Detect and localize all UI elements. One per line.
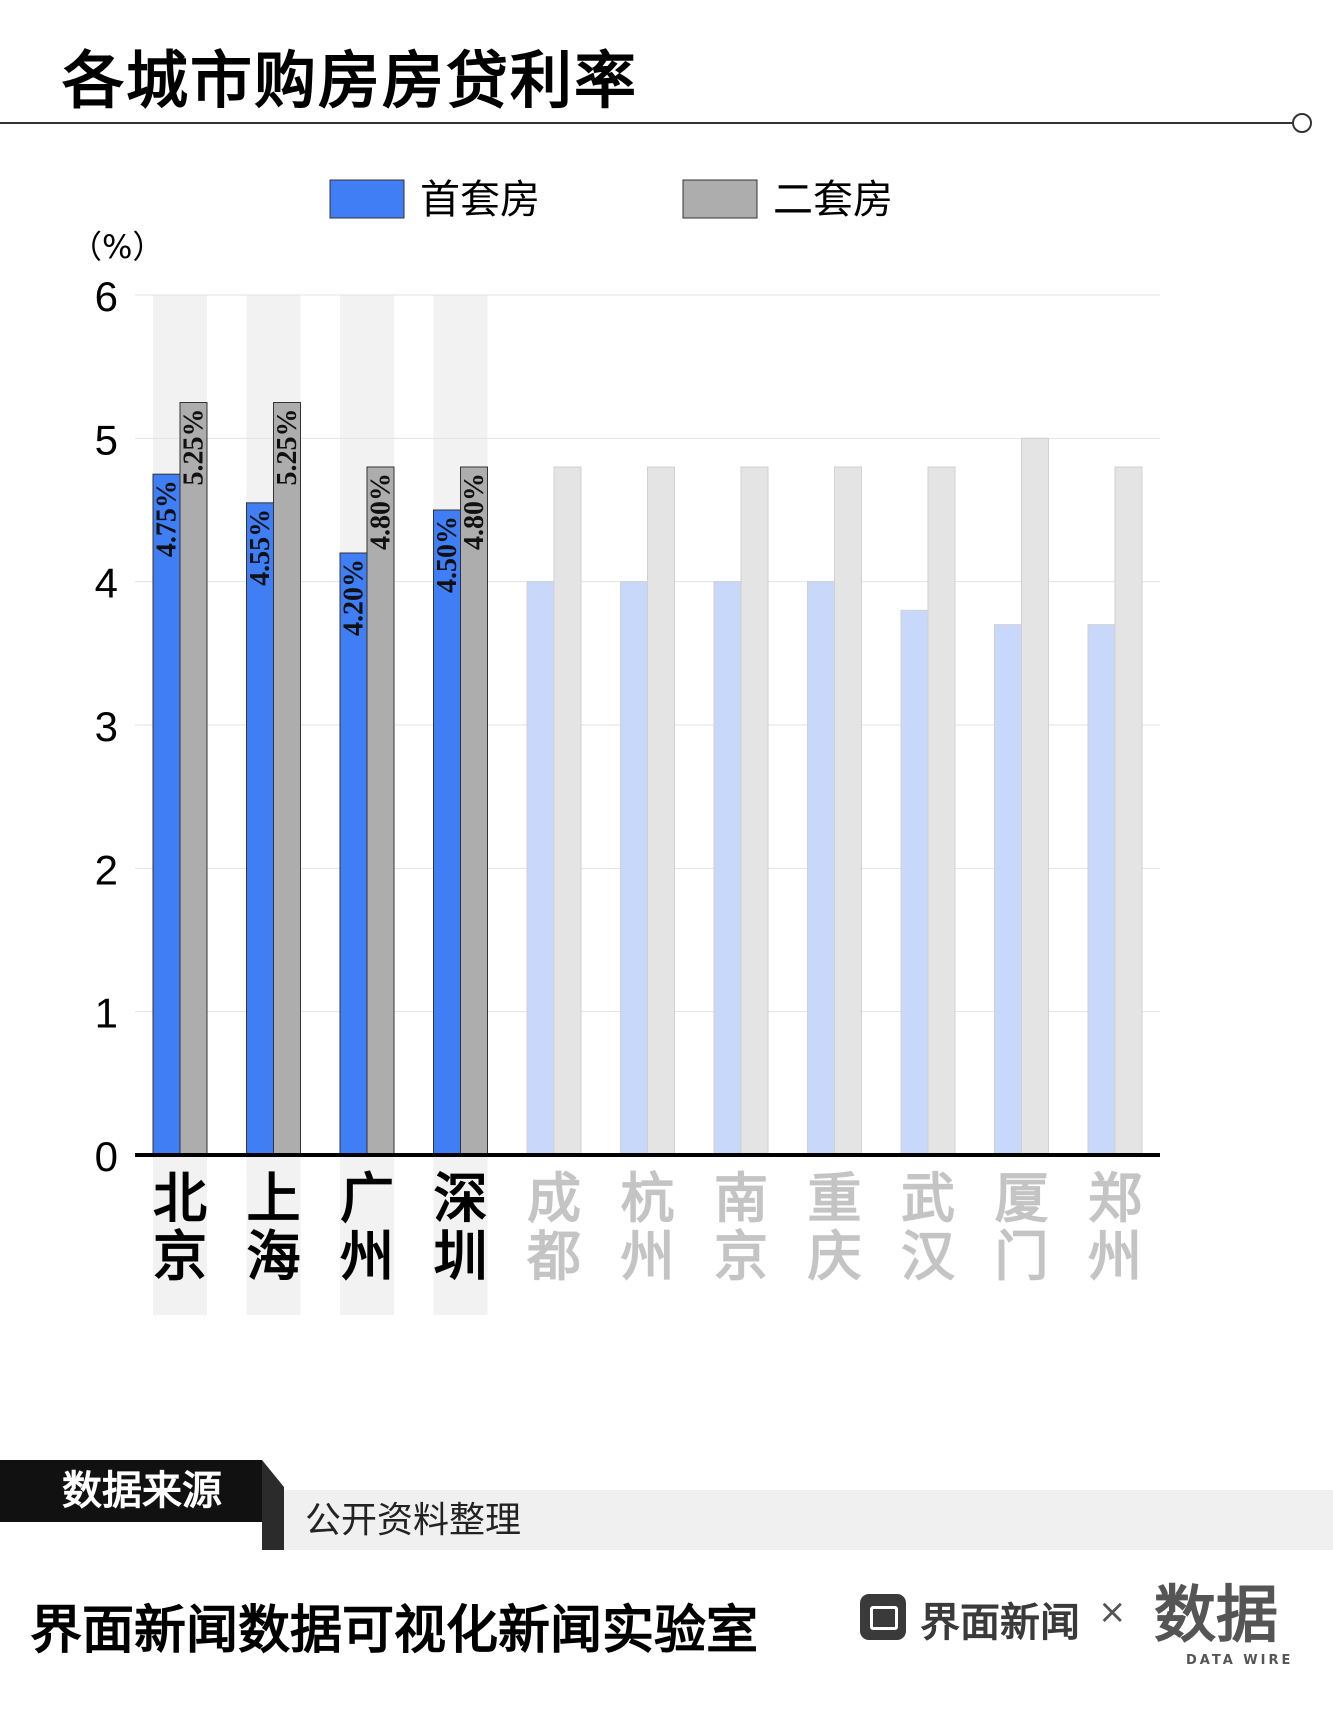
category-label: 厦	[995, 1166, 1049, 1230]
value-label: 5.25%	[179, 409, 210, 486]
source-bar	[284, 1490, 1333, 1550]
bar	[273, 402, 301, 1156]
legend-label: 二套房	[773, 177, 893, 223]
category-label: 郑	[1088, 1166, 1142, 1230]
bar-chart: 0 1 2 3 4 5 6 （%） 首套房 二套房 4.75% 5.25% 北京 4.55% 5.25% 上海…	[0, 150, 1333, 1450]
category-label: 杭	[621, 1166, 675, 1230]
bar	[647, 466, 675, 1156]
brand-icon	[860, 1594, 906, 1640]
category-label: 武	[901, 1166, 955, 1230]
y-tick-label: 1	[95, 990, 118, 1037]
brand-name: 界面新闻	[920, 1600, 1080, 1646]
value-label: 4.20%	[339, 559, 370, 636]
category-label: 京	[153, 1224, 207, 1288]
value-label: 5.25%	[272, 409, 303, 486]
category-label: 京	[714, 1224, 768, 1288]
value-label: 4.80%	[459, 473, 490, 550]
category-label: 上	[247, 1166, 301, 1230]
category-label: 门	[995, 1224, 1049, 1288]
bar	[620, 581, 648, 1156]
bar	[994, 624, 1022, 1156]
source-text: 公开资料整理	[305, 1500, 522, 1541]
divider-end-circle	[1292, 113, 1312, 133]
bar	[1114, 466, 1143, 1156]
brand-separator: ×	[1098, 1592, 1127, 1632]
y-tick-label: 4	[95, 560, 118, 607]
category-label: 深	[434, 1166, 488, 1230]
category-label: 重	[808, 1166, 862, 1230]
category-label: 州	[340, 1224, 394, 1288]
bar	[807, 581, 835, 1156]
value-label: 4.75%	[152, 480, 183, 557]
category-label: 成	[527, 1166, 581, 1230]
y-tick-label: 6	[95, 273, 118, 320]
source-tag-slant	[262, 1460, 284, 1550]
footer-title: 界面新闻数据可视化新闻实验室	[30, 1601, 759, 1661]
bar	[460, 466, 488, 1156]
y-unit-label: （%）	[70, 228, 164, 266]
bar	[1021, 437, 1049, 1156]
category-label: 汉	[901, 1224, 956, 1288]
logo-text: 数据	[1154, 1578, 1278, 1651]
category-label: 州	[621, 1224, 675, 1288]
bar	[927, 466, 956, 1156]
bar	[339, 552, 368, 1156]
value-label: 4.50%	[432, 516, 463, 593]
page-title: 各城市购房房贷利率	[62, 44, 639, 117]
category-label: 北	[153, 1166, 207, 1230]
y-tick-label: 2	[95, 846, 118, 893]
y-tick-label: 5	[95, 416, 118, 463]
bar	[526, 581, 555, 1156]
bar	[246, 502, 274, 1156]
legend-swatch	[682, 179, 758, 219]
category-label: 广	[340, 1166, 394, 1230]
bar	[834, 466, 862, 1156]
bar	[740, 466, 769, 1156]
value-label: 4.55%	[245, 509, 276, 586]
bar	[152, 473, 181, 1156]
logo-subtext: DATA WIRE	[1186, 1653, 1293, 1668]
bar	[1087, 624, 1116, 1156]
y-tick-label: 3	[95, 703, 118, 750]
category-label: 南	[714, 1166, 768, 1230]
bar	[179, 402, 208, 1156]
bar	[713, 581, 742, 1156]
category-label: 庆	[808, 1224, 862, 1288]
bar	[900, 609, 929, 1156]
data-wire-logo: 数据 DATA WIRE	[1154, 1578, 1293, 1668]
category-label: 都	[526, 1224, 581, 1288]
value-label: 4.80%	[366, 473, 397, 550]
source-label: 数据来源	[0, 1460, 262, 1522]
bar	[366, 466, 395, 1156]
legend-label: 首套房	[420, 177, 540, 223]
title-divider	[0, 122, 1296, 124]
category-label: 圳	[434, 1224, 488, 1288]
category-label: 州	[1088, 1224, 1142, 1288]
legend-swatch	[329, 179, 405, 219]
y-tick-label: 0	[95, 1133, 118, 1180]
bar	[553, 466, 582, 1156]
category-label: 海	[247, 1224, 301, 1288]
bar	[433, 509, 461, 1156]
